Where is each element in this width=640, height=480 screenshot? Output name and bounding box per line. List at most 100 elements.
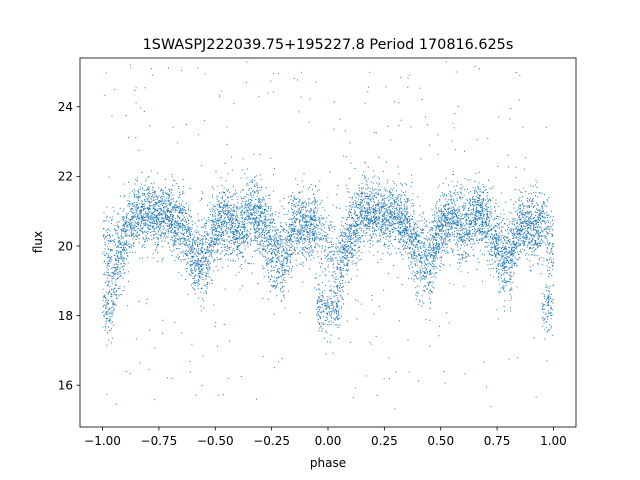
data-point: [469, 223, 471, 225]
data-point: [193, 241, 195, 243]
data-point: [430, 302, 431, 304]
data-point: [351, 206, 353, 208]
data-point: [328, 226, 330, 228]
data-point: [322, 282, 323, 283]
data-point: [141, 227, 143, 229]
data-point: [294, 198, 295, 200]
data-point: [273, 73, 275, 74]
data-point: [496, 233, 498, 235]
data-point: [401, 222, 403, 224]
data-point: [341, 279, 343, 281]
data-point: [246, 194, 248, 195]
data-point: [498, 235, 500, 237]
data-point: [247, 246, 249, 248]
data-point: [490, 208, 492, 210]
data-point: [314, 218, 316, 220]
data-point: [149, 329, 150, 331]
data-point: [339, 207, 341, 209]
data-point: [310, 222, 312, 224]
data-point: [339, 269, 341, 271]
data-point: [189, 253, 191, 255]
data-point: [263, 222, 265, 224]
data-point: [361, 191, 363, 193]
data-point: [135, 251, 137, 253]
data-point: [153, 207, 155, 209]
data-point: [235, 189, 236, 191]
data-point: [167, 215, 168, 217]
data-point: [140, 214, 142, 216]
data-point: [267, 298, 269, 300]
data-point: [286, 263, 287, 265]
data-point: [298, 237, 300, 239]
data-point: [374, 219, 376, 221]
data-point: [145, 212, 147, 214]
data-point: [293, 206, 295, 208]
data-point: [404, 234, 405, 236]
data-point: [272, 239, 274, 241]
data-point: [478, 197, 480, 199]
data-point: [250, 192, 252, 194]
data-point: [193, 280, 195, 282]
data-point: [158, 208, 160, 210]
data-point: [131, 190, 133, 192]
data-point: [438, 207, 440, 209]
data-point: [447, 219, 449, 221]
data-point: [385, 227, 387, 229]
data-point: [225, 226, 227, 228]
data-point: [107, 228, 109, 230]
data-point: [280, 231, 282, 233]
data-point: [410, 242, 412, 244]
data-point: [183, 224, 185, 226]
data-point: [449, 191, 451, 193]
data-point: [415, 237, 416, 239]
data-point: [530, 244, 532, 246]
data-point: [487, 201, 489, 202]
data-point: [417, 235, 419, 237]
data-point: [509, 239, 511, 240]
data-point: [257, 191, 259, 193]
data-point: [408, 225, 410, 227]
data-point: [511, 287, 512, 289]
data-point: [107, 301, 109, 303]
data-point: [217, 201, 219, 202]
data-point: [398, 233, 400, 235]
data-point: [314, 245, 316, 247]
data-point: [506, 266, 508, 268]
data-point: [128, 206, 130, 208]
data-point: [119, 275, 121, 277]
data-point: [196, 255, 198, 257]
data-point: [223, 203, 225, 205]
data-point: [535, 254, 537, 256]
data-point: [126, 249, 127, 251]
data-point: [418, 261, 420, 263]
data-point: [344, 245, 346, 247]
data-point: [106, 344, 108, 346]
data-point: [337, 319, 339, 321]
data-point: [490, 246, 492, 248]
data-point: [465, 234, 467, 236]
data-point: [304, 224, 306, 226]
data-point: [403, 204, 405, 206]
data-point: [175, 227, 177, 229]
data-point: [426, 220, 428, 222]
data-point: [385, 236, 387, 238]
data-point: [384, 218, 385, 220]
data-point: [131, 218, 133, 220]
data-point: [202, 239, 204, 241]
data-point: [417, 251, 419, 252]
data-point: [335, 324, 337, 326]
data-point: [530, 234, 532, 236]
data-point: [341, 298, 343, 300]
data-point: [365, 215, 367, 217]
data-point: [131, 222, 133, 223]
data-point: [401, 183, 403, 185]
data-point: [252, 219, 254, 221]
data-point: [121, 266, 123, 268]
data-point: [361, 200, 363, 202]
data-point: [116, 295, 118, 297]
data-point: [357, 269, 359, 271]
data-point: [383, 222, 385, 224]
data-point: [417, 256, 418, 258]
data-point: [187, 236, 189, 237]
data-point: [478, 200, 479, 202]
